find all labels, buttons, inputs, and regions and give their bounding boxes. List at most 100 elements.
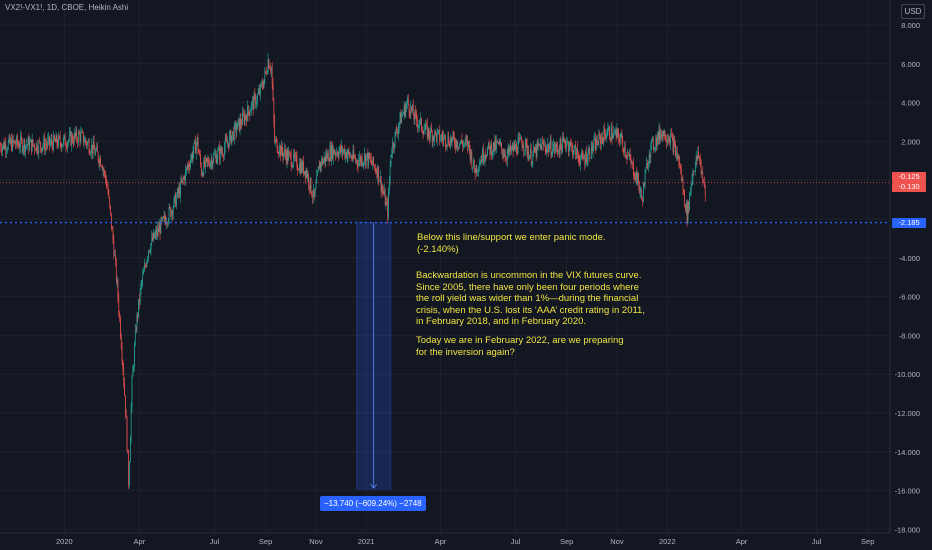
candle-body xyxy=(634,178,636,180)
candle-body xyxy=(341,146,343,154)
candle-body xyxy=(536,142,538,157)
candle-body xyxy=(500,143,502,144)
candle-body xyxy=(263,79,265,88)
candle-body xyxy=(388,180,390,191)
candle-body xyxy=(187,164,189,168)
candle-body xyxy=(416,113,417,121)
candle-body xyxy=(606,134,608,136)
candle-body xyxy=(96,146,97,151)
candle-body xyxy=(452,133,454,138)
candle-body xyxy=(279,146,280,154)
candle-body xyxy=(417,125,419,127)
candle-body xyxy=(652,138,653,141)
candle-body xyxy=(9,136,11,144)
candle-body xyxy=(200,154,201,165)
candle-body xyxy=(226,139,228,144)
candle-body xyxy=(158,227,159,232)
candle-body xyxy=(231,135,233,144)
candle-body xyxy=(188,164,190,167)
candle-body xyxy=(534,147,536,153)
candle-body xyxy=(398,122,400,128)
candle-body xyxy=(591,142,592,158)
candle-body xyxy=(384,190,386,206)
candle-body xyxy=(603,128,605,144)
candle-body xyxy=(310,177,312,193)
candle-body xyxy=(49,142,51,145)
y-tick-label: 8.000 xyxy=(901,21,920,30)
candle-body xyxy=(45,144,46,151)
candle-body xyxy=(313,189,314,198)
candle-body xyxy=(261,83,263,87)
candle-body xyxy=(694,163,696,172)
candle-body xyxy=(520,137,521,139)
candle-body xyxy=(445,145,447,147)
candle-body xyxy=(252,99,253,104)
candle-body xyxy=(409,112,411,116)
candle-body xyxy=(348,149,350,153)
candle-body xyxy=(671,133,672,135)
candle-body xyxy=(221,152,223,153)
candle-body xyxy=(51,139,53,145)
candle-body xyxy=(302,161,304,171)
candle-body xyxy=(504,154,506,157)
candle-body xyxy=(59,137,61,144)
candle-body xyxy=(624,146,626,156)
candle-body xyxy=(316,174,318,184)
candle-body xyxy=(650,144,652,158)
currency-button[interactable]: USD xyxy=(901,4,925,19)
candle-body xyxy=(71,135,73,146)
candle-body xyxy=(609,127,610,139)
candle-body xyxy=(508,147,510,153)
candle-body xyxy=(635,172,637,180)
candle-body xyxy=(653,148,655,150)
candle-body xyxy=(410,106,412,116)
candle-body xyxy=(487,148,488,157)
candle-body xyxy=(50,139,52,143)
candle-body xyxy=(418,124,420,126)
candle-body xyxy=(579,161,581,165)
candle-body xyxy=(173,197,175,208)
candle-body xyxy=(638,172,639,184)
candle-body xyxy=(323,156,325,161)
candle-body xyxy=(318,166,320,169)
candle-body xyxy=(189,166,191,168)
candle-body xyxy=(300,162,302,174)
candle-body xyxy=(471,152,473,168)
candle-body xyxy=(358,160,360,167)
symbol-title[interactable]: VX2!-VX1!, 1D, CBOE, Heikin Ashi xyxy=(5,3,129,12)
candle-body xyxy=(501,143,502,150)
candle-body xyxy=(640,190,642,192)
candle-body xyxy=(17,143,19,145)
candle-body xyxy=(553,143,554,148)
candle-body xyxy=(63,135,65,138)
candle-body xyxy=(125,413,127,417)
candle-body xyxy=(682,179,684,191)
candle-body xyxy=(399,113,401,123)
candle-body xyxy=(560,138,562,146)
candle-body xyxy=(459,142,461,144)
candle-body xyxy=(597,144,599,145)
candle-body xyxy=(136,314,138,331)
candle-body xyxy=(503,154,505,157)
candle-body xyxy=(687,201,689,222)
candle-body xyxy=(349,152,351,157)
candle-body xyxy=(272,84,274,100)
measure-label[interactable]: −13.740 (−609.24%) −2748 xyxy=(320,496,426,511)
candle-body xyxy=(636,172,638,184)
candle-body xyxy=(494,139,496,151)
candle-body xyxy=(616,129,618,137)
y-tick-label: -4.000 xyxy=(899,254,920,263)
candle-body xyxy=(256,101,257,105)
candle-body xyxy=(120,336,122,349)
candle-body xyxy=(197,137,199,151)
candle-body xyxy=(385,201,387,206)
candle-body xyxy=(4,143,6,149)
candle-body xyxy=(563,139,565,141)
candle-body xyxy=(258,89,260,93)
candle-body xyxy=(56,135,58,145)
candle-body xyxy=(619,137,621,143)
candle-body xyxy=(704,182,705,186)
candle-body xyxy=(628,154,629,156)
